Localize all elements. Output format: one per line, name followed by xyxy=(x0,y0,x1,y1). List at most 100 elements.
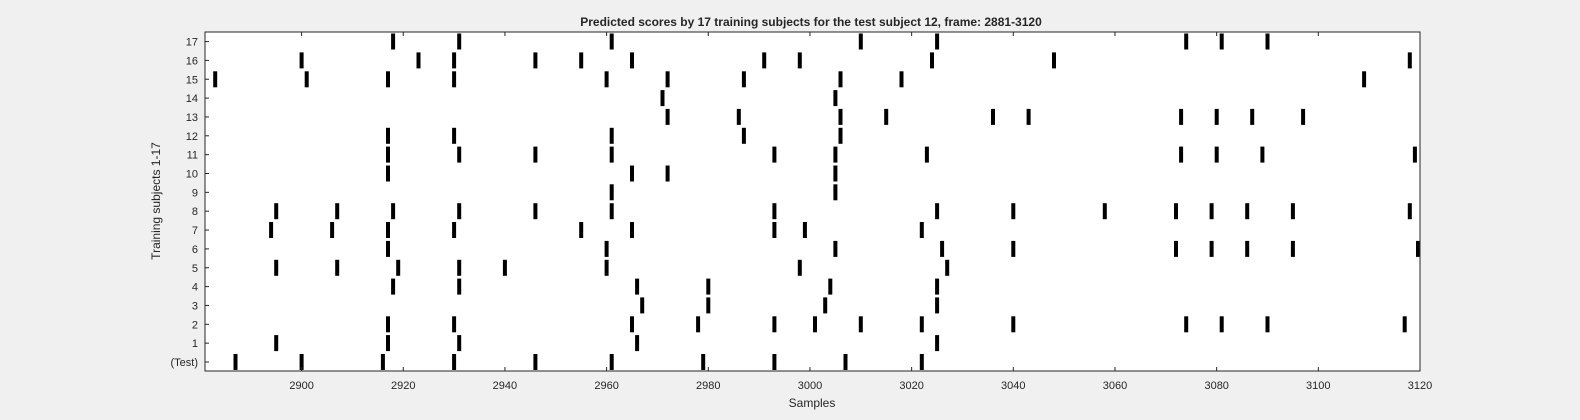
x-tick-label: 3120 xyxy=(1408,380,1432,392)
event-mark xyxy=(1174,203,1178,220)
x-tick-label: 3100 xyxy=(1306,380,1330,392)
x-tick-label: 3060 xyxy=(1103,380,1127,392)
event-mark xyxy=(838,108,843,125)
plot-area xyxy=(205,32,1420,371)
event-mark xyxy=(452,222,457,238)
event-mark xyxy=(604,240,609,257)
event-mark xyxy=(609,127,614,144)
event-mark xyxy=(1011,316,1016,333)
y-tick-label: 8 xyxy=(192,206,198,218)
event-mark xyxy=(1102,203,1107,220)
event-mark xyxy=(823,297,828,314)
event-mark xyxy=(533,354,538,370)
event-mark xyxy=(386,71,390,88)
event-mark xyxy=(884,108,889,125)
event-mark xyxy=(797,259,802,276)
event-mark xyxy=(772,146,777,163)
event-mark xyxy=(741,71,746,88)
y-tick-label: 15 xyxy=(186,74,198,86)
event-mark xyxy=(396,259,401,276)
event-mark xyxy=(502,259,507,276)
event-mark xyxy=(416,52,421,69)
event-mark xyxy=(533,52,538,69)
x-tick-label: 2960 xyxy=(594,380,618,392)
event-mark xyxy=(858,33,863,50)
event-mark xyxy=(386,127,390,144)
event-mark xyxy=(935,297,940,314)
event-mark xyxy=(640,297,645,314)
y-axis-label: Training subjects 1-17 xyxy=(149,142,163,260)
event-mark xyxy=(330,222,335,238)
x-tick-label: 2940 xyxy=(493,380,517,392)
event-mark xyxy=(1265,33,1270,50)
x-tick-label: 2900 xyxy=(289,380,313,392)
y-tick-label: 2 xyxy=(192,319,198,331)
y-tick-label: 5 xyxy=(192,263,198,275)
event-mark xyxy=(665,71,670,88)
x-tick-label: 3080 xyxy=(1204,380,1228,392)
event-mark xyxy=(833,90,838,107)
event-mark xyxy=(1407,52,1412,69)
y-tick-label: 17 xyxy=(186,37,198,49)
event-mark xyxy=(919,316,924,333)
event-mark xyxy=(1260,146,1265,163)
event-mark xyxy=(1250,108,1255,125)
event-mark xyxy=(386,146,390,163)
event-mark xyxy=(1301,108,1306,125)
event-mark xyxy=(838,127,843,144)
y-tick-label: 13 xyxy=(186,112,198,124)
event-mark xyxy=(802,222,807,238)
event-mark xyxy=(386,222,390,238)
event-mark xyxy=(991,108,995,125)
event-mark xyxy=(1290,203,1295,220)
event-mark xyxy=(386,316,390,333)
event-mark xyxy=(833,184,838,201)
x-tick-label: 2920 xyxy=(391,380,415,392)
event-mark xyxy=(533,203,538,220)
event-mark xyxy=(604,259,609,276)
event-mark xyxy=(772,354,777,370)
event-mark xyxy=(609,33,614,50)
event-mark xyxy=(579,52,584,69)
y-tick-label: 1 xyxy=(192,338,198,350)
event-mark xyxy=(269,222,274,238)
event-mark xyxy=(457,33,462,50)
y-tick-label: 6 xyxy=(192,244,198,256)
event-mark xyxy=(706,297,711,314)
event-mark xyxy=(386,335,390,352)
event-mark xyxy=(1179,146,1184,163)
event-mark xyxy=(233,354,238,370)
event-mark xyxy=(609,203,614,220)
event-mark xyxy=(1407,203,1412,220)
event-mark xyxy=(579,222,584,238)
event-mark xyxy=(1265,316,1270,333)
event-mark xyxy=(665,165,670,182)
event-mark xyxy=(772,203,777,220)
event-mark xyxy=(604,71,609,88)
y-tick-label: 12 xyxy=(186,131,198,143)
event-mark xyxy=(391,203,396,220)
event-mark xyxy=(609,184,614,201)
event-mark xyxy=(457,146,462,163)
event-mark xyxy=(813,316,817,333)
x-tick-label: 3040 xyxy=(1001,380,1025,392)
event-mark xyxy=(1179,108,1184,125)
event-mark xyxy=(833,165,838,182)
x-tick-label: 3000 xyxy=(798,380,822,392)
y-tick-label: 7 xyxy=(192,225,198,237)
event-mark xyxy=(741,127,746,144)
y-tick-label: 11 xyxy=(187,150,198,162)
event-mark xyxy=(274,259,279,276)
plot-frame xyxy=(204,31,1421,372)
event-mark xyxy=(1402,316,1407,333)
event-mark xyxy=(635,335,640,352)
event-mark xyxy=(1011,240,1016,257)
event-mark xyxy=(940,240,945,257)
event-mark xyxy=(457,203,462,220)
event-mark xyxy=(630,165,634,182)
event-mark xyxy=(833,146,838,163)
event-mark xyxy=(1362,71,1367,88)
event-mark xyxy=(630,222,634,238)
event-mark xyxy=(843,354,848,370)
